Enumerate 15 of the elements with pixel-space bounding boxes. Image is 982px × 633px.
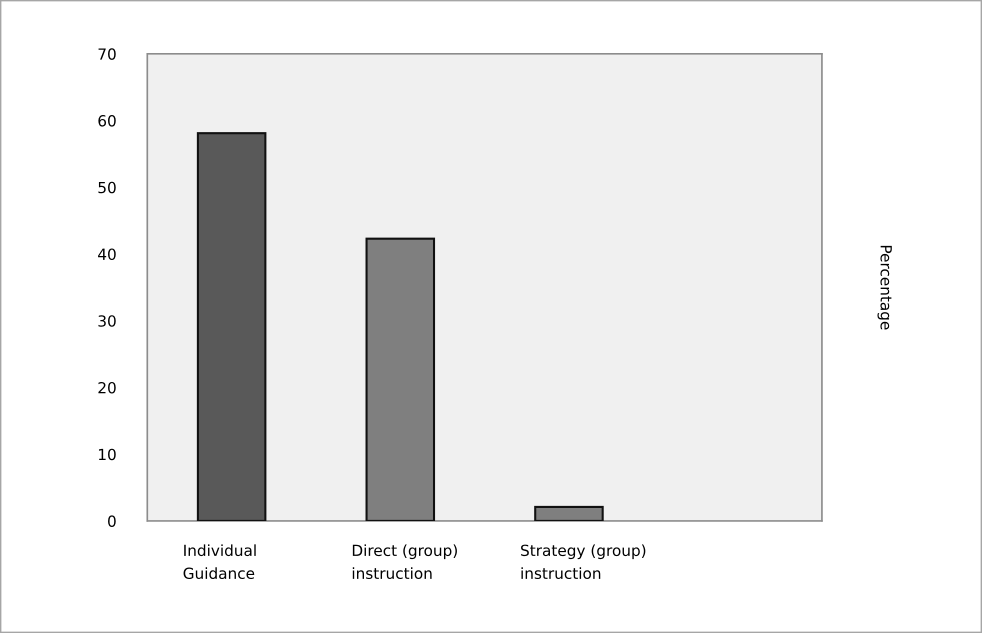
y-tick-label: 60 <box>98 115 116 127</box>
y-tick-label: 0 <box>108 515 116 527</box>
y-tick-label: 20 <box>98 382 116 394</box>
y-tick-label: 30 <box>98 315 116 327</box>
x-tick-label: Strategy (group) instruction <box>521 544 646 580</box>
y-tick-label: 40 <box>98 248 116 260</box>
y-tick-label: 50 <box>98 182 116 194</box>
bar <box>534 506 604 521</box>
x-tick-label: Direct (group) instruction <box>352 544 457 580</box>
bar <box>366 238 436 521</box>
y-tick-label: 10 <box>98 448 116 460</box>
x-tick-label: Individual Guidance <box>184 544 256 580</box>
y-axis-title: Percentage <box>877 246 892 330</box>
y-tick-label: 70 <box>98 48 116 60</box>
bar <box>196 132 266 521</box>
